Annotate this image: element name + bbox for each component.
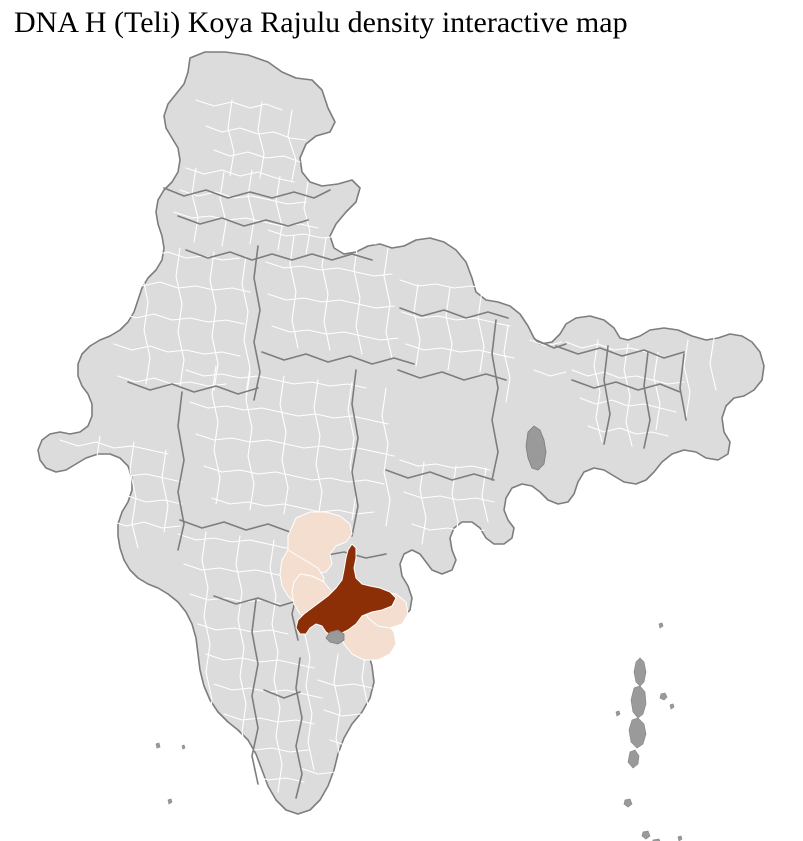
island-katchal[interactable] [641, 830, 651, 840]
island-lakshadweep-a[interactable] [155, 742, 161, 749]
dark-grey-zone-group [525, 425, 547, 471]
district-borders-group [59, 99, 717, 793]
island-little-andaman[interactable] [627, 749, 640, 769]
india-landmass-group [37, 51, 765, 815]
island-dot-d[interactable] [677, 835, 683, 841]
andaman-nicobar-islands-group [615, 622, 683, 841]
india-landmass-outline[interactable] [37, 51, 765, 815]
lakshadweep-islands-group [155, 742, 186, 805]
page-title: DNA H (Teli) Koya Rajulu density interac… [14, 6, 628, 39]
island-barren[interactable] [659, 692, 668, 701]
dark-grey-coastal-patch[interactable] [525, 425, 547, 471]
island-lakshadweep-c[interactable] [167, 798, 173, 805]
island-south-andaman[interactable] [628, 717, 647, 749]
india-map-svg[interactable] [0, 40, 803, 841]
island-dot-c[interactable] [615, 710, 621, 717]
island-car-nicobar[interactable] [623, 798, 633, 808]
state-borders-group [127, 187, 687, 799]
india-map-canvas[interactable] [0, 40, 803, 841]
region-highlighted-core-district[interactable] [295, 543, 397, 637]
island-lakshadweep-b[interactable] [181, 744, 186, 750]
island-north-andaman[interactable] [633, 657, 647, 687]
island-middle-andaman[interactable] [630, 685, 647, 719]
region-core-grey-nub[interactable] [325, 629, 345, 645]
island-dot-b[interactable] [669, 703, 675, 710]
highlight-group[interactable] [279, 511, 409, 661]
island-dot-a[interactable] [658, 622, 664, 629]
